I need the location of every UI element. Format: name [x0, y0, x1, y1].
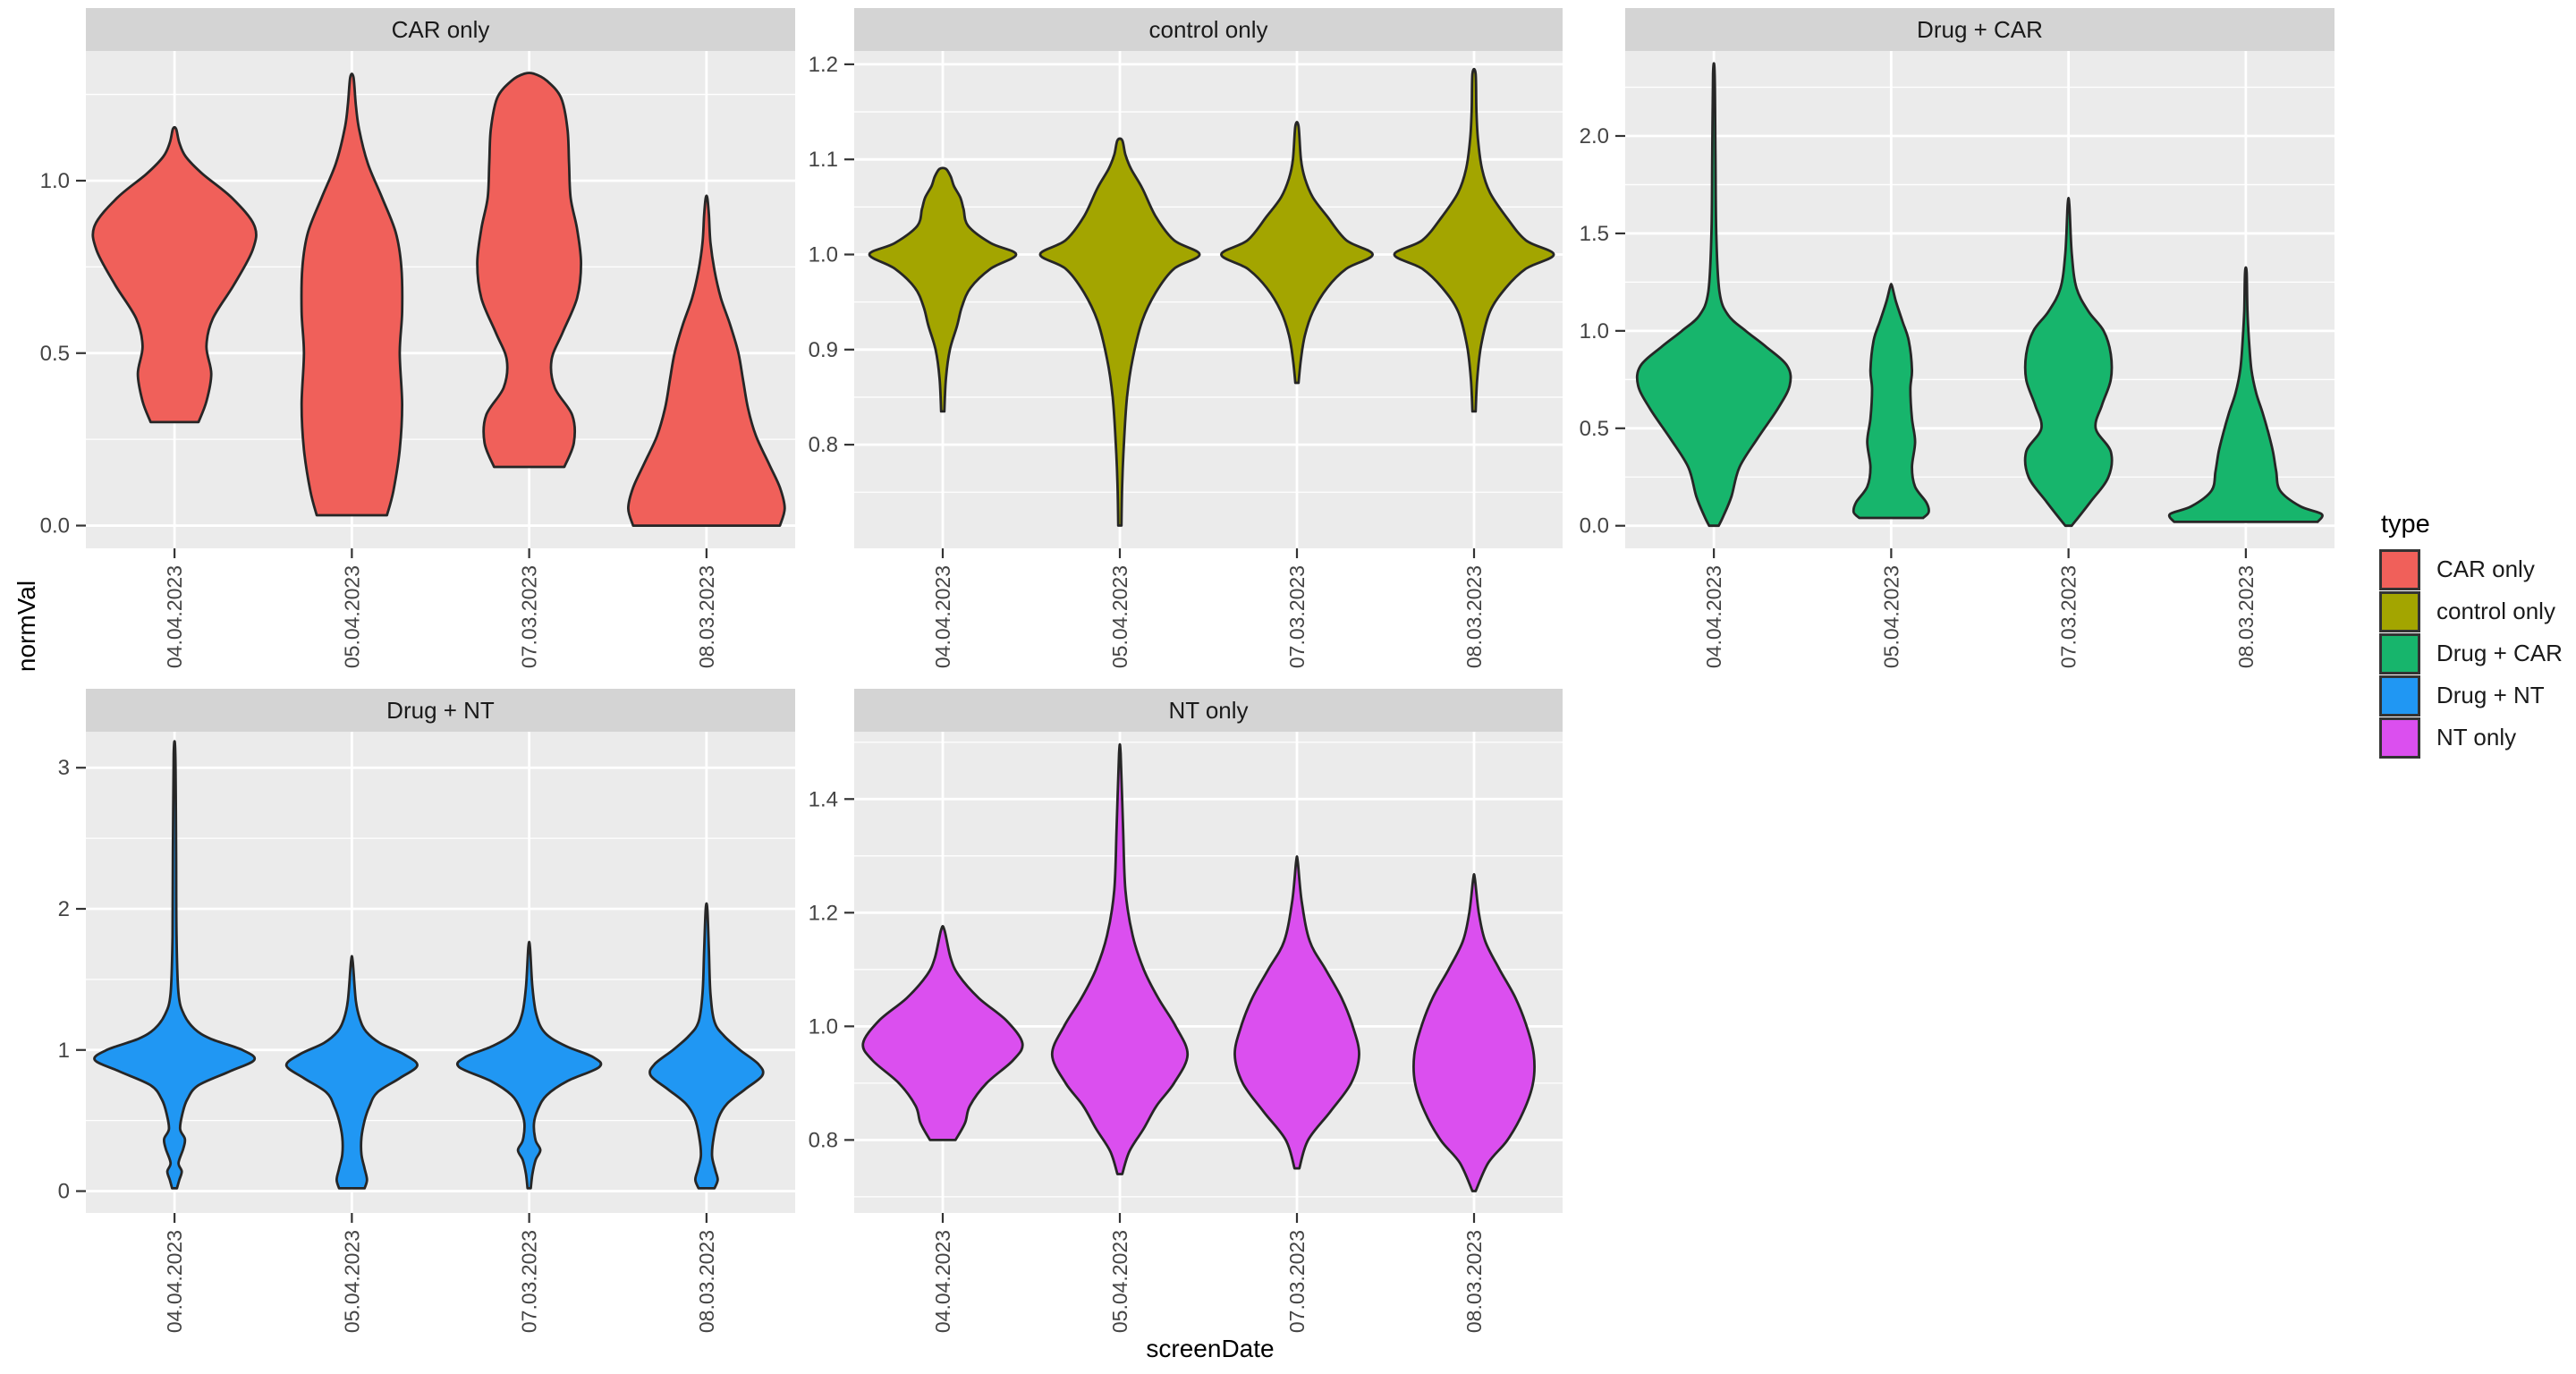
x-tick-label: 08.03.2023 — [1462, 565, 1486, 668]
x-tick-label: 08.03.2023 — [2234, 565, 2258, 668]
facet-strip-control-only: control only — [854, 8, 1563, 51]
violin-nt-only-08.03.2023 — [1412, 872, 1536, 1192]
legend-entry: NT only — [2379, 717, 2563, 759]
y-tick-label: 1.0 — [40, 169, 70, 193]
x-tick-label: 05.04.2023 — [1879, 565, 1902, 668]
violin-nt-only-05.04.2023 — [1050, 742, 1190, 1175]
y-tick-label: 0 — [58, 1180, 70, 1204]
legend-label: Drug + NT — [2436, 682, 2545, 708]
x-tick-label: 08.03.2023 — [695, 1230, 718, 1333]
facet-title: Drug + NT — [386, 696, 495, 724]
y-tick-label: 0.9 — [809, 338, 838, 362]
violin-car-only-07.03.2023 — [476, 72, 582, 469]
violin-drug-+-car-07.03.2023 — [2023, 197, 2114, 528]
x-tick-label: 04.04.2023 — [931, 1230, 954, 1333]
x-tick-label: 05.04.2023 — [1108, 1230, 1131, 1333]
facet-strip-drug-car: Drug + CAR — [1625, 8, 2334, 51]
legend-swatch-nt-only — [2379, 717, 2420, 759]
violin-drug-+-car-05.04.2023 — [1852, 283, 1930, 520]
x-tick-label: 07.03.2023 — [1285, 565, 1309, 668]
legend-entry: control only — [2379, 590, 2563, 632]
violin-drug-+-car-08.03.2023 — [2167, 266, 2324, 523]
facet-panel-1 — [854, 51, 1563, 548]
x-axis-title: screenDate — [1146, 1335, 1275, 1362]
legend-swatch-drug-car — [2379, 632, 2420, 674]
y-tick-label: 1.1 — [809, 148, 838, 172]
y-tick-label: 1.0 — [1580, 319, 1609, 344]
legend-swatch-control-only — [2379, 590, 2420, 632]
violin-drug-+-nt-07.03.2023 — [455, 940, 603, 1190]
x-tick-label: 08.03.2023 — [695, 565, 718, 668]
y-tick-label: 1.0 — [809, 1014, 838, 1039]
y-tick-label: 3 — [58, 756, 70, 780]
y-tick-label: 1.2 — [809, 53, 838, 77]
y-tick-label: 1.0 — [809, 243, 838, 267]
y-tick-label: 0.5 — [40, 342, 70, 366]
x-tick-label: 04.04.2023 — [163, 1230, 186, 1333]
violin-control-only-04.04.2023 — [868, 166, 1018, 413]
legend-entry: CAR only — [2379, 548, 2563, 590]
x-tick-label: 05.04.2023 — [340, 1230, 363, 1333]
x-tick-label: 04.04.2023 — [931, 565, 954, 668]
legend-swatch-drug-nt — [2379, 674, 2420, 717]
facet-title: NT only — [1168, 696, 1249, 724]
x-tick-label: 08.03.2023 — [1462, 1230, 1486, 1333]
y-tick-label: 2.0 — [1580, 124, 1609, 148]
y-tick-label: 0.5 — [1580, 417, 1609, 441]
violin-drug-+-nt-05.04.2023 — [284, 954, 419, 1190]
facet-title: control only — [1148, 15, 1268, 43]
violin-car-only-04.04.2023 — [91, 125, 258, 424]
x-tick-label: 04.04.2023 — [1702, 565, 1725, 668]
violin-nt-only-07.03.2023 — [1233, 855, 1360, 1170]
x-tick-label: 05.04.2023 — [340, 565, 363, 668]
x-tick-label: 04.04.2023 — [163, 565, 186, 668]
facet-strip-car-only: CAR only — [86, 8, 795, 51]
legend-swatch-car-only — [2379, 548, 2420, 590]
facet-title: CAR only — [391, 15, 490, 43]
facet-strip-nt-only: NT only — [854, 689, 1563, 732]
violin-control-only-07.03.2023 — [1220, 120, 1374, 385]
x-tick-label: 05.04.2023 — [1108, 565, 1131, 668]
legend-label: control only — [2436, 598, 2555, 624]
y-tick-label: 0.0 — [40, 514, 70, 539]
legend-title: type — [2381, 510, 2430, 539]
violin-control-only-05.04.2023 — [1038, 137, 1201, 527]
violin-drug-+-nt-08.03.2023 — [648, 902, 765, 1190]
legend-label: CAR only — [2436, 556, 2535, 582]
violin-drug-+-nt-04.04.2023 — [93, 740, 257, 1190]
violin-nt-only-04.04.2023 — [861, 925, 1024, 1141]
x-tick-label: 07.03.2023 — [1285, 1230, 1309, 1333]
facet-panel-3 — [86, 732, 795, 1213]
legend-label: NT only — [2436, 724, 2517, 751]
x-tick-label: 07.03.2023 — [518, 1230, 541, 1333]
legend: type CAR only control only Drug + CAR Dr… — [2379, 510, 2563, 759]
violin-drug-+-car-04.04.2023 — [1635, 62, 1792, 528]
x-tick-label: 07.03.2023 — [518, 565, 541, 668]
y-axis-title: normVal — [13, 580, 40, 673]
y-tick-label: 0.8 — [809, 433, 838, 457]
legend-entry: Drug + NT — [2379, 674, 2563, 717]
violin-control-only-08.03.2023 — [1393, 67, 1555, 413]
violin-car-only-05.04.2023 — [300, 72, 404, 517]
y-tick-label: 1 — [58, 1039, 70, 1063]
legend-label: Drug + CAR — [2436, 640, 2563, 666]
facet-title: Drug + CAR — [1917, 15, 2043, 43]
legend-entry: Drug + CAR — [2379, 632, 2563, 674]
x-tick-label: 07.03.2023 — [2057, 565, 2080, 668]
y-tick-label: 1.5 — [1580, 222, 1609, 246]
violin-car-only-08.03.2023 — [627, 194, 786, 527]
y-tick-label: 0.8 — [809, 1128, 838, 1152]
y-tick-label: 1.4 — [809, 787, 838, 811]
facet-strip-drug-nt: Drug + NT — [86, 689, 795, 732]
y-tick-label: 2 — [58, 897, 70, 921]
y-tick-label: 0.0 — [1580, 514, 1609, 539]
y-tick-label: 1.2 — [809, 901, 838, 925]
